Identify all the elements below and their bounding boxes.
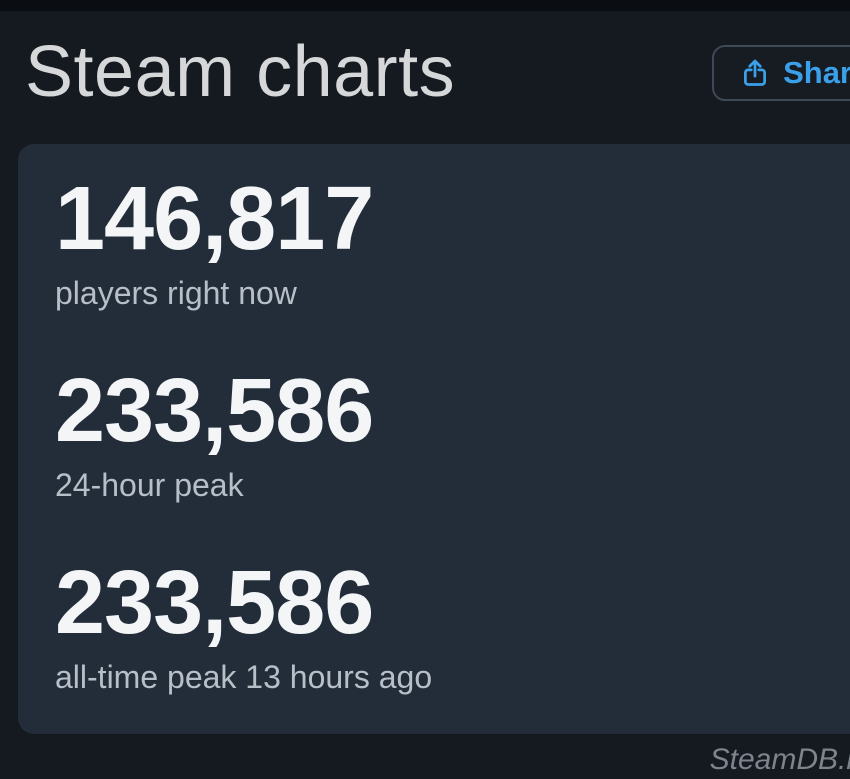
stat-label: 24-hour peak	[55, 467, 244, 503]
steam-charts-card: 146,817 players right now 233,586 24-hou…	[18, 144, 850, 734]
share-icon	[740, 57, 770, 89]
stat-all-time-peak: 233,586 all-time peak 13 hours ago	[55, 558, 834, 696]
top-strip	[0, 0, 850, 11]
share-button[interactable]: Shar	[712, 44, 850, 101]
stat-value: 233,586	[55, 553, 374, 653]
stat-24-hour-peak: 233,586 24-hour peak	[55, 366, 834, 504]
stat-label: all-time peak 13 hours ago	[55, 659, 433, 695]
share-button-label: Shar	[783, 54, 850, 90]
page-title: Steam charts	[25, 32, 456, 112]
header: Steam charts Shar	[0, 11, 850, 114]
stat-value: 233,586	[55, 361, 374, 461]
stat-value: 146,817	[55, 169, 374, 269]
steamdb-watermark: SteamDB.i	[709, 743, 850, 776]
stat-players-right-now: 146,817 players right now	[55, 174, 834, 312]
stat-label: players right now	[55, 275, 297, 311]
